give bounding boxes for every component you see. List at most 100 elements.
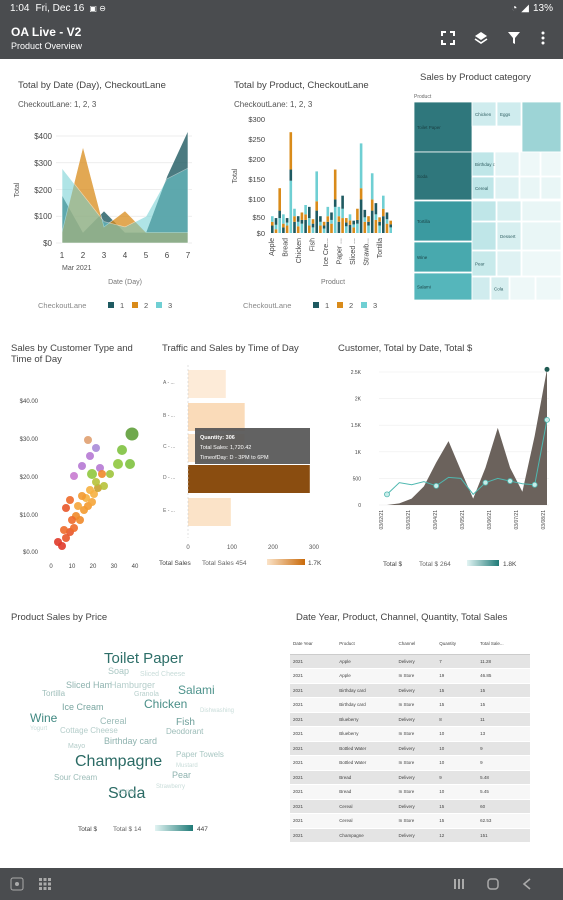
column-header[interactable]: Date Year: [290, 634, 337, 655]
data-table[interactable]: Date Year Product Channel Quantity Total Sal…: [290, 634, 530, 843]
x-tick: 0: [186, 545, 190, 551]
bar-chart-time-of-day[interactable]: A - ... B - ... C - ... D - ... E - ... 0 10…: [155, 360, 330, 575]
table-cell: In Store: [395, 697, 437, 713]
legend-max: 447: [197, 826, 208, 833]
back-icon[interactable]: [520, 877, 534, 891]
bar-segment: [326, 216, 330, 222]
fullscreen-icon[interactable]: [440, 30, 456, 46]
bar-segment: [289, 132, 293, 170]
x-tick: Tortilla: [377, 238, 384, 258]
legend-label: Total $ 14: [113, 826, 142, 833]
x-tick: Sliced ...: [350, 238, 357, 265]
word-cloud-word: Mustard: [176, 763, 198, 769]
recents-icon[interactable]: [452, 877, 466, 891]
bar-segment: [326, 221, 330, 233]
bar-segment: [311, 227, 315, 233]
bar-segment: [363, 221, 367, 233]
table-row[interactable]: 2021 Champagne Delivery 12 151: [290, 828, 530, 843]
word-cloud-word: Cereal: [100, 716, 127, 726]
word-cloud-word: Granola: [134, 691, 159, 698]
bar-segment: [333, 206, 337, 233]
panel-title: Total by Date (Day), CheckoutLane: [18, 80, 166, 91]
table-row[interactable]: 2021 Bread Delivery 9 5.48: [290, 770, 530, 785]
bar-segment: [289, 180, 293, 233]
treemap-cell: [535, 276, 562, 301]
panel-subtitle: CheckoutLane: 1, 2, 3: [234, 100, 313, 109]
apps-grid-icon[interactable]: [38, 877, 52, 891]
column-header[interactable]: Channel: [395, 634, 437, 655]
word-cloud-word: Soap: [108, 666, 129, 676]
table-row[interactable]: 2021 Blueberry Delivery 8 11: [290, 712, 530, 727]
bar-segment: [382, 195, 385, 209]
x-tick: 10: [69, 564, 76, 570]
column-header[interactable]: Quantity: [436, 634, 478, 655]
table-row[interactable]: 2021 Bottled Water Delivery 10 9: [290, 741, 530, 756]
bar-segment: [374, 214, 378, 220]
word-cloud-word: Sliced Cheese: [140, 671, 185, 678]
scatter-customer-type[interactable]: $40.00 $30.00 $20.00 $10.00 $0.00 0 10 2…: [0, 370, 160, 580]
treemap-cell: [496, 221, 522, 251]
filter-icon[interactable]: [506, 30, 522, 46]
treemap-cell: [521, 221, 562, 251]
bottom-nav-bar: [0, 868, 563, 900]
treemap-label: Cereal: [475, 186, 488, 191]
treemap-cell: [540, 176, 562, 200]
table-cell: In Store: [395, 755, 437, 771]
bar-segment: [330, 212, 333, 220]
y-tick: $40.00: [20, 399, 39, 405]
layers-icon[interactable]: [473, 30, 489, 46]
bar-segment: [271, 216, 274, 222]
table-row[interactable]: 2021 Cereal Delivery 15 60: [290, 799, 530, 814]
bar-segment: [385, 212, 389, 220]
table-row[interactable]: 2021 Cereal In Store 15 62.53: [290, 813, 530, 829]
bar-segment: [341, 208, 344, 219]
battery-level: 13%: [532, 3, 553, 14]
bar-segment: [370, 173, 374, 200]
word-cloud-word: Fish: [176, 717, 195, 728]
bar-segment: [363, 209, 367, 218]
x-tick: 03/05/21: [460, 510, 466, 530]
table-cell: Bread: [336, 784, 396, 800]
line-point: [384, 491, 390, 498]
treemap-cell: [521, 250, 562, 277]
table-cell: 10: [436, 741, 478, 756]
bar-segment: [345, 222, 348, 227]
table-cell: Delivery: [395, 654, 437, 669]
treemap-cell: [540, 151, 562, 177]
y-tick: 1.5K: [351, 423, 362, 429]
area-chart-by-date[interactable]: $400 $300 $200 $100 $0 1 2 3 4 5 6 7 Total Mar…: [0, 110, 215, 320]
word-cloud-word: Birthday card: [104, 736, 157, 746]
table-row[interactable]: 2021 Bottled Water In Store 10 9: [290, 755, 530, 771]
screenshot-icon[interactable]: [10, 877, 24, 891]
app-title: OA Live - V2: [11, 25, 82, 39]
area-chart-customer-total[interactable]: 0 500 1K 1.5K 2K 2.5K 03/02/21 03/03/21 03/04/2…: [335, 360, 563, 575]
bar-segment: [278, 188, 281, 211]
more-vert-icon[interactable]: [535, 30, 551, 46]
y-tick: $250: [248, 135, 265, 144]
treemap-product-category[interactable]: Product Toilet Paper Chicken Eggs Soda Birth…: [412, 90, 563, 305]
table-row[interactable]: 2021 Bread In Store 10 5.45: [290, 784, 530, 800]
treemap-cell: [509, 276, 536, 301]
table-row[interactable]: 2021 Birthday card In Store 15 15: [290, 697, 530, 713]
panel-title: Traffic and Sales by Time of Day: [162, 343, 299, 354]
bar: [188, 370, 226, 398]
column-header[interactable]: Product: [336, 634, 396, 655]
table-cell: Delivery: [395, 683, 437, 698]
table-row[interactable]: 2021 Blueberry In Store 10 13: [290, 726, 530, 742]
bar: [188, 465, 310, 493]
bar-chart-by-product[interactable]: $300 $250 $200 $150 $100 $50 $0 Total Ap…: [225, 110, 410, 320]
treemap-cell: [496, 250, 522, 277]
x-tick: 30: [111, 564, 118, 570]
column-header[interactable]: Total Sale...: [477, 634, 530, 655]
table-row[interactable]: 2021 Apple Delivery 7 11.28: [290, 654, 530, 669]
word-cloud-word: Pear: [172, 770, 191, 780]
table-cell: Bread: [336, 770, 396, 785]
table-cell: 2021: [290, 813, 337, 829]
treemap-cell: [521, 200, 562, 222]
table-row[interactable]: 2021 Birthday card Delivery 15 15: [290, 683, 530, 698]
home-icon[interactable]: [486, 877, 500, 891]
treemap-label: Dessert: [500, 234, 516, 239]
table-row[interactable]: 2021 Apple In Store 19 46.85: [290, 668, 530, 684]
bar-segment: [271, 225, 274, 233]
